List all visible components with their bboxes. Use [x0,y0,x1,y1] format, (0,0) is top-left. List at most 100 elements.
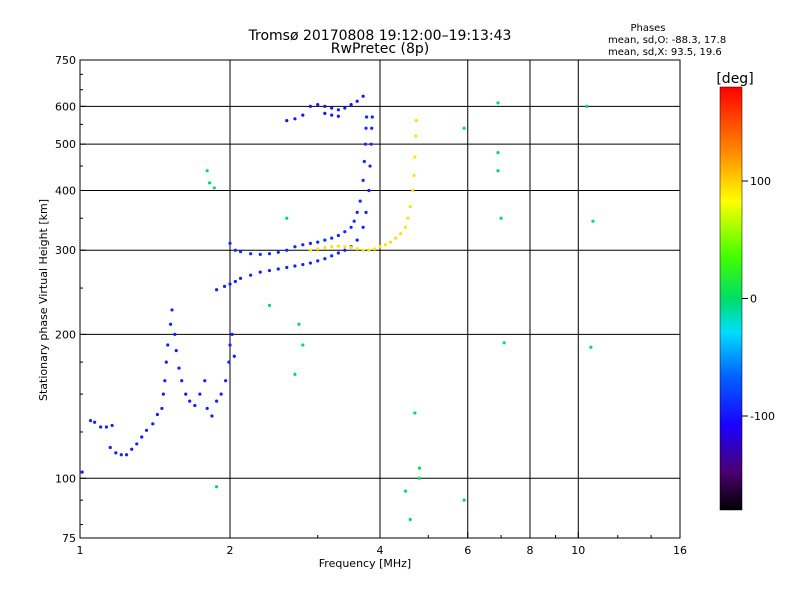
data-point [285,216,289,220]
data-point [222,284,227,289]
data-point [406,216,410,220]
data-point [361,225,365,229]
data-point [293,117,297,121]
data-point [258,252,262,257]
colorbar-tick-label: 100 [750,175,771,188]
data-point [230,332,234,336]
data-point [144,428,149,432]
series-group [308,119,418,252]
data-point [343,230,347,234]
data-point [368,164,372,168]
x-tick-label: 4 [377,544,384,557]
data-point [293,372,297,376]
data-point [403,225,408,229]
data-point [308,261,313,265]
data-point [336,233,340,238]
data-point [177,366,181,370]
data-point [169,322,173,326]
data-point [297,322,301,326]
data-point [173,332,177,336]
data-point [238,276,243,280]
data-point [462,498,466,502]
data-point [336,251,340,255]
data-point [233,248,237,252]
data-point [104,425,109,429]
data-point [170,308,174,312]
data-point [249,252,253,256]
data-point [349,245,353,250]
data-point [585,104,589,108]
data-point [228,343,232,347]
data-point [267,303,272,307]
data-point [349,103,353,107]
phase-x-stats: mean, sd,X: 93.5, 19.6 [608,47,722,58]
data-point [361,248,365,252]
data-point [323,111,327,115]
data-point [108,445,112,450]
data-point [232,354,236,358]
data-point [316,240,320,244]
data-point [330,106,334,110]
data-point [276,250,280,254]
data-point [88,419,93,423]
series-group [205,101,595,522]
data-point [160,406,164,411]
data-point [330,245,334,249]
data-point [164,360,168,364]
x-tick-label: 16 [673,544,687,557]
data-point [355,247,359,251]
data-point [203,379,207,383]
data-point [413,155,417,159]
data-point [267,252,272,256]
series-group [285,94,365,123]
phases-label: Phases [630,23,665,34]
data-point [207,181,212,185]
data-point [301,262,305,267]
data-point [323,257,327,261]
data-point [410,188,415,193]
data-point [343,106,347,110]
data-point [293,245,297,249]
data-point [151,422,155,426]
data-point [180,379,184,383]
series-group [215,115,374,292]
data-point [119,453,123,457]
data-point [364,210,368,214]
x-tick-label: 10 [571,544,585,557]
data-point [343,248,347,252]
data-point [224,379,228,383]
data-point [349,225,353,229]
data-point [496,151,500,155]
data-point [399,231,403,236]
data-point [336,108,340,112]
data-point [330,236,334,240]
x-tick-label: 6 [464,544,471,557]
data-point [258,270,262,274]
data-point [403,489,408,493]
data-point [414,119,418,123]
data-point [161,392,165,396]
colorbar-label: [deg] [716,71,753,87]
series-group [80,308,236,474]
data-point [285,248,289,252]
data-point [462,126,466,130]
data-point [369,142,373,146]
gridlines [80,60,680,538]
data-point [316,259,320,263]
chart-title: Tromsø 20170808 19:12:00–19:13:43 [248,28,512,44]
y-tick-label: 750 [55,54,76,67]
data-point [198,392,202,396]
data-point [316,247,320,251]
y-axis-ticks: 75 100 200 300 400 500 600 750 [55,54,86,545]
data-point [323,238,327,242]
data-point [363,142,368,146]
data-point [155,412,160,417]
data-point [370,115,374,119]
data-point [367,248,371,252]
data-point [188,399,192,403]
data-point [367,188,371,193]
data-point [343,245,347,249]
data-point [267,268,272,273]
series-group [228,115,369,257]
data-point [330,113,334,117]
